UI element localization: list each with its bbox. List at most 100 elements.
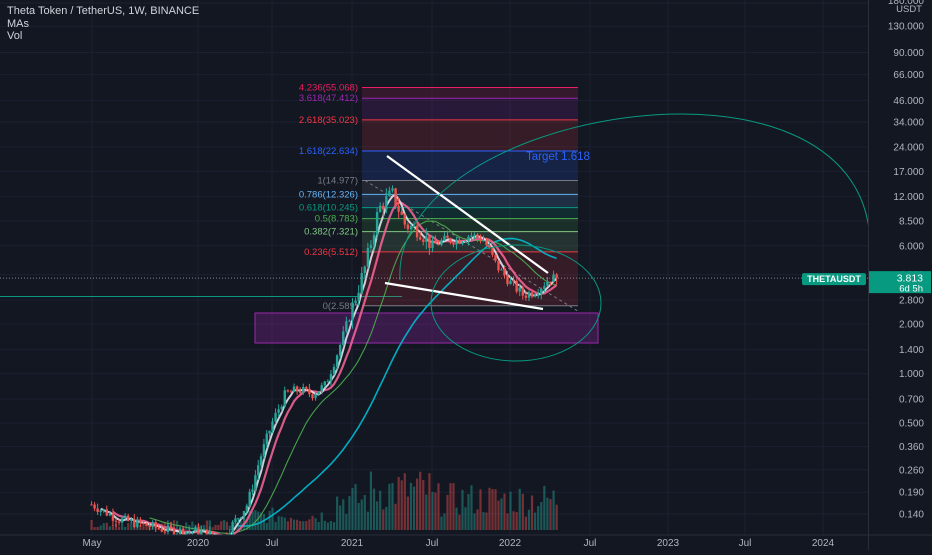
volume-bar: [292, 519, 296, 530]
volume-bar: [90, 520, 93, 530]
volume-bar: [299, 521, 302, 530]
candle-body: [354, 300, 357, 304]
volume-bar: [251, 511, 254, 530]
candle-body: [400, 211, 403, 215]
candle-body: [461, 241, 464, 244]
volume-bar: [537, 506, 540, 530]
candle-body: [133, 519, 136, 528]
candle-body: [145, 523, 148, 526]
candle-body: [320, 385, 323, 392]
candle-body: [295, 386, 299, 392]
price-axis[interactable]: 180.000 130.000 90.000 66.000 46.000 34.000 24…: [869, 0, 932, 535]
wedge-lower-line[interactable]: [384, 281, 544, 311]
volume-bar: [449, 483, 452, 530]
volume-bar: [369, 471, 373, 530]
volume-bar: [326, 522, 329, 530]
last-price-tag[interactable]: 3.813: [897, 273, 923, 285]
volume-bar: [317, 522, 320, 530]
volume-bar: [518, 488, 521, 530]
candle-body: [154, 522, 157, 528]
currency-label: USDT: [896, 4, 922, 15]
target-label[interactable]: Target 1.618: [526, 151, 590, 163]
time-axis[interactable]: May 2020 Jul 2021 Jul 2022 Jul 2023 Jul 2024: [0, 534, 932, 550]
fib-zone: [362, 194, 578, 208]
fib-zone: [362, 98, 578, 120]
volume-bar: [274, 521, 277, 530]
candle-body: [425, 236, 428, 242]
volume-bar: [117, 526, 121, 530]
ma-slow-line: [149, 220, 557, 535]
candle-body: [157, 527, 160, 529]
candle-body: [280, 406, 283, 410]
candle-body: [533, 295, 537, 297]
candle-body: [142, 522, 145, 524]
volume-bar: [99, 525, 102, 530]
volume-bar: [422, 480, 425, 530]
volume-bar: [348, 496, 351, 530]
price-tick-label: 46.000: [893, 96, 924, 107]
candle-body: [546, 281, 549, 287]
candle-body: [326, 381, 330, 383]
candle-body: [418, 237, 422, 240]
volume-bar: [379, 490, 382, 530]
price-tick-label: 0.500: [899, 419, 924, 430]
volume-bar: [139, 525, 142, 530]
volume-bar: [296, 519, 299, 530]
consolidation-ellipse[interactable]: [430, 244, 602, 362]
time-tick-label: May: [83, 538, 102, 549]
volume-bar: [491, 489, 494, 530]
candle-body: [123, 515, 127, 519]
candle-body: [530, 292, 534, 297]
volume-bar: [419, 471, 422, 530]
volume-bar: [308, 519, 311, 530]
volume-bar: [552, 490, 555, 530]
candle-body: [360, 273, 363, 293]
candle-body: [351, 303, 354, 321]
candle-body: [205, 529, 209, 538]
volume-bar: [286, 521, 289, 530]
volume-bar: [130, 522, 133, 530]
volume-bar: [124, 526, 127, 530]
volume-bar: [403, 473, 406, 530]
fib-zone: [362, 87, 578, 99]
candle-body: [485, 240, 488, 246]
volume-bar: [446, 494, 449, 530]
volume-bar: [476, 509, 479, 530]
candle-body: [394, 188, 397, 207]
price-tick-label: 6.000: [899, 241, 924, 252]
volume-bar: [323, 520, 326, 530]
candle-body: [311, 394, 314, 399]
wedge-upper-line[interactable]: [386, 155, 549, 274]
volume-bar: [458, 514, 461, 530]
volume-bar: [302, 521, 305, 530]
fib-zone: [362, 218, 578, 232]
symbol-tag[interactable]: THETAUSDT: [807, 274, 861, 284]
candle-body: [117, 521, 121, 523]
volume-bar: [357, 502, 360, 530]
price-tick-label: 2.800: [899, 296, 924, 307]
candle-body: [191, 531, 194, 533]
candle-body: [105, 509, 109, 516]
candle-body: [248, 491, 251, 506]
candle-body: [160, 528, 164, 532]
candle-body: [382, 205, 385, 210]
candle-body: [497, 260, 500, 271]
volume-bar: [440, 516, 443, 530]
candle-body: [506, 275, 509, 285]
volume-bar: [203, 524, 206, 530]
volume-bar: [205, 520, 209, 530]
candle-body: [231, 522, 234, 534]
candle-body: [254, 475, 257, 490]
price-tick-label: 0.700: [899, 395, 924, 406]
candle-body: [446, 235, 449, 239]
volume-bar: [549, 499, 552, 530]
candle-body: [388, 190, 391, 197]
volume-bar: [515, 512, 518, 530]
candle-body: [169, 525, 173, 529]
support-zone-box[interactable]: [254, 312, 599, 344]
candle-body: [437, 243, 440, 245]
candle-body: [302, 386, 305, 393]
projection-arc[interactable]: [399, 113, 871, 281]
